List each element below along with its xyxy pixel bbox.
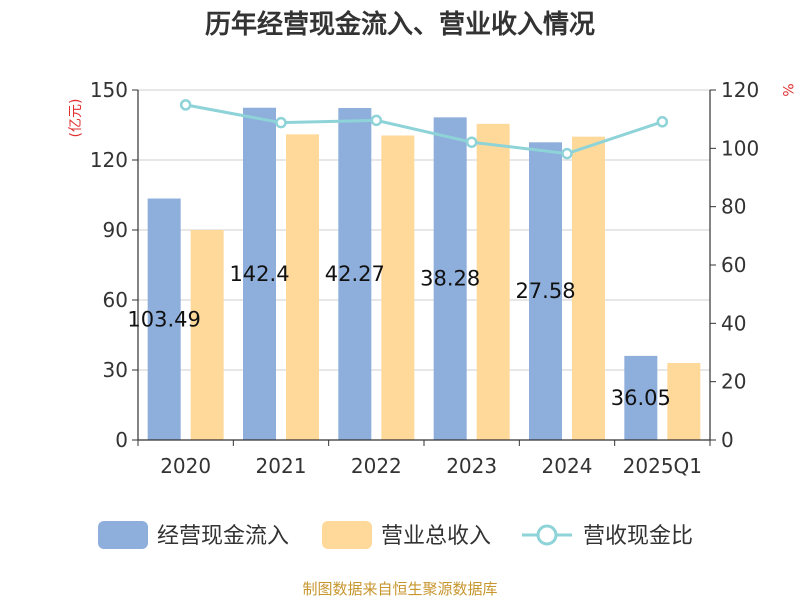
ratio-point	[275, 116, 287, 129]
data-labels: 103.49 142.4 42.27 38.28 27.58 36.05	[127, 262, 670, 410]
left-tick-label: 150	[90, 78, 128, 102]
ratio-point	[465, 136, 478, 148]
left-tick-label: 120	[90, 148, 128, 172]
bar-revenue	[572, 136, 605, 440]
chart-title: 历年经营现金流入、营业收入情况	[205, 9, 595, 40]
x-tick-label: 2024	[542, 454, 593, 478]
bar-revenue	[381, 135, 415, 440]
cash-inflow-data-label: 38.28	[420, 267, 480, 291]
right-tick-label: 120	[721, 78, 759, 102]
line-series	[179, 99, 669, 160]
cash-inflow-data-label: 27.58	[515, 279, 575, 303]
x-axis: 2020 2021 2022 2023 2024 2025Q1	[137, 439, 711, 478]
bar-cash-inflow	[433, 117, 467, 440]
x-tick-label: 2020	[160, 454, 211, 478]
bar-revenue	[667, 363, 701, 440]
cash-inflow-data-label: 142.4	[229, 262, 289, 286]
right-tick-label: 40	[721, 311, 746, 335]
x-tick-label: 2022	[351, 454, 402, 478]
left-tick-label: 90	[103, 218, 128, 242]
x-tick-label: 2025Q1	[623, 454, 702, 478]
legend-label-cash-inflow: 经营现金流入	[157, 524, 289, 549]
cash-inflow-data-label: 36.05	[611, 386, 671, 410]
grid-lines	[138, 89, 710, 371]
bar-revenue	[190, 230, 224, 440]
left-tick-label: 0	[115, 428, 128, 452]
bar-cash-inflow	[243, 107, 276, 440]
left-tick-label: 60	[103, 288, 128, 312]
bar-revenue	[286, 134, 319, 441]
legend-item-cash-inflow[interactable]: 经营现金流入	[98, 521, 289, 549]
right-tick-label: 60	[721, 253, 746, 277]
x-tick-label: 2021	[256, 454, 307, 478]
legend-label-revenue: 营业总收入	[381, 524, 491, 549]
ratio-point	[561, 147, 573, 160]
bar-cash-inflow	[338, 108, 372, 440]
legend-item-revenue[interactable]: 营业总收入	[322, 521, 491, 549]
cash-inflow-data-label: 103.49	[127, 307, 200, 331]
ratio-line	[185, 103, 663, 156]
bar-revenue	[476, 123, 510, 440]
right-axis-unit: %	[779, 83, 795, 96]
source-note: 制图数据来自恒生聚源数据库	[302, 580, 497, 598]
bar-cash-inflow	[529, 142, 562, 440]
ratio-point	[370, 114, 383, 127]
legend-item-ratio[interactable]: 营收现金比	[522, 524, 693, 549]
right-tick-label: 80	[721, 195, 746, 219]
left-axis-unit: (亿元)	[68, 99, 84, 138]
legend-swatch-ratio-marker	[536, 524, 558, 546]
bar-series	[147, 107, 701, 441]
right-axis: 0 20 40 60 80 100 120	[709, 78, 759, 452]
ratio-point	[179, 99, 192, 111]
right-tick-label: 0	[721, 428, 734, 452]
x-tick-label: 2023	[446, 454, 497, 478]
legend-swatch-revenue	[322, 521, 372, 549]
bar-cash-inflow	[624, 355, 658, 440]
legend-label-ratio: 营收现金比	[583, 524, 693, 549]
left-tick-label: 30	[103, 358, 128, 382]
bar-cash-inflow	[147, 198, 181, 440]
cash-inflow-data-label: 42.27	[325, 262, 385, 286]
right-tick-label: 100	[721, 136, 759, 160]
left-axis: 0 30 60 90 120 150	[90, 78, 139, 452]
legend-swatch-cash-inflow	[98, 521, 148, 549]
right-tick-label: 20	[721, 370, 746, 394]
legend: 经营现金流入 营业总收入 营收现金比	[98, 521, 693, 549]
ratio-point	[656, 116, 669, 128]
